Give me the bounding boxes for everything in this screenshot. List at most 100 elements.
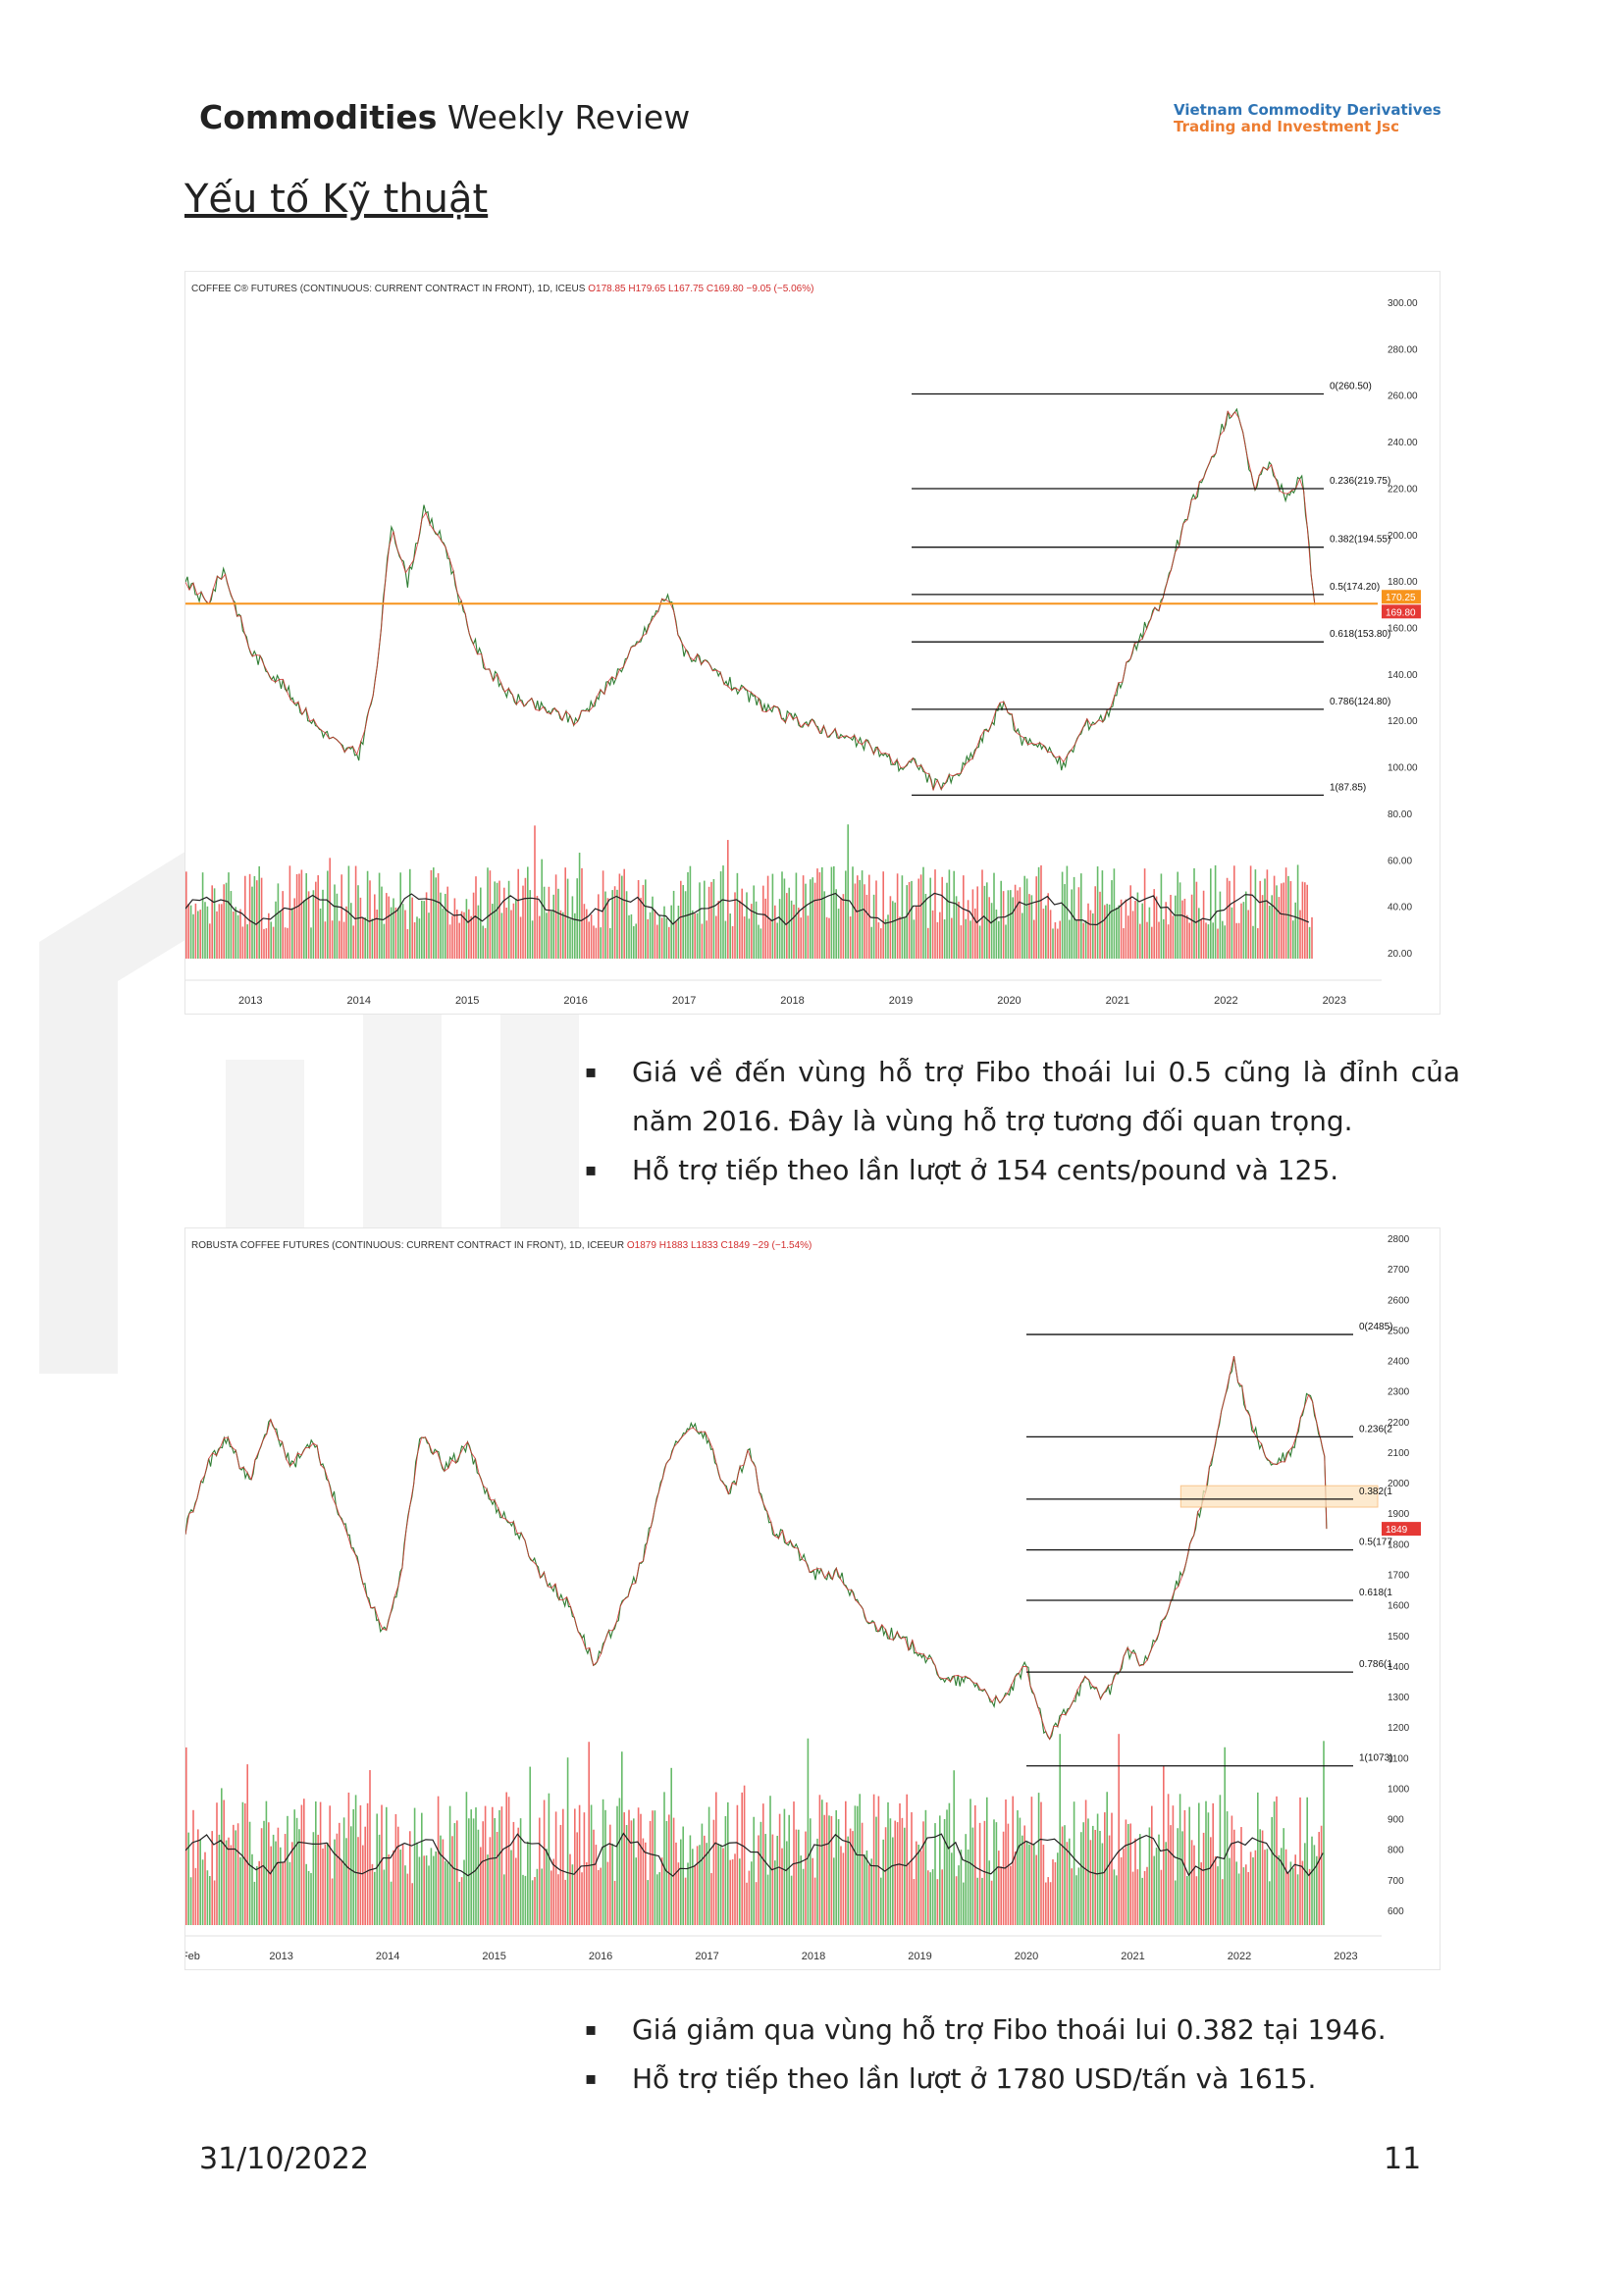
volume-bar xyxy=(583,904,586,959)
volume-bar xyxy=(536,1868,539,1925)
volume-bar xyxy=(1125,1819,1127,1925)
volume-bar xyxy=(845,1800,847,1925)
volume-bar xyxy=(1294,1854,1296,1925)
volume-bar xyxy=(635,923,637,959)
volume-bar xyxy=(1075,920,1077,959)
volume-bar xyxy=(307,891,310,959)
volume-bar xyxy=(576,878,578,959)
volume-bar xyxy=(621,875,623,959)
volume-bar xyxy=(448,1805,451,1925)
volume-bar xyxy=(342,1817,345,1925)
volume-bar xyxy=(630,913,633,959)
volume-bar xyxy=(433,1855,435,1925)
volume-bar xyxy=(1120,899,1123,959)
volume-bar xyxy=(1082,1822,1084,1925)
volume-bar xyxy=(854,1805,857,1925)
volume-bar xyxy=(1242,902,1245,959)
volume-bar xyxy=(1240,903,1242,959)
volume-bar xyxy=(704,1835,706,1925)
volume-bar xyxy=(899,916,901,959)
volume-bar xyxy=(1186,914,1188,959)
y-tick-label: 2200 xyxy=(1388,1418,1410,1429)
volume-bar xyxy=(192,913,194,959)
volume-bar xyxy=(1231,1815,1233,1925)
volume-bar xyxy=(359,897,362,959)
volume-bar xyxy=(1000,1866,1002,1925)
volume-bar xyxy=(635,1857,637,1925)
volume-bar xyxy=(345,1838,347,1925)
volume-bar xyxy=(828,1815,830,1925)
volume-bar xyxy=(557,888,559,959)
volume-bar xyxy=(609,1824,611,1925)
volume-bar xyxy=(990,903,993,959)
volume-bar xyxy=(586,909,588,959)
volume-bar xyxy=(1030,1797,1033,1925)
volume-bar xyxy=(983,1820,986,1925)
volume-bar xyxy=(287,927,288,959)
volume-bar xyxy=(1320,1825,1323,1925)
volume-bar xyxy=(755,1882,758,1925)
volume-bar xyxy=(1151,926,1153,959)
volume-bar xyxy=(868,1864,870,1925)
volume-bar xyxy=(724,920,727,959)
volume-bar xyxy=(445,1860,446,1925)
chart-svg: 2800 2700 2600 2500 2400 2300 2200 2100 2000 1900… xyxy=(185,1234,1421,1962)
x-tick-label: 2017 xyxy=(672,995,696,1007)
volume-bar xyxy=(600,927,602,959)
volume-bar xyxy=(699,882,701,959)
volume-bar xyxy=(197,1829,199,1925)
y-tick-label: 900 xyxy=(1388,1815,1404,1826)
volume-bar xyxy=(347,1792,350,1925)
volume-bar xyxy=(793,904,795,959)
x-tick-label: 2013 xyxy=(238,995,262,1007)
volume-bar xyxy=(830,1815,833,1925)
volume-bar xyxy=(908,881,911,959)
volume-bar xyxy=(911,1812,913,1925)
volume-bar xyxy=(362,917,364,959)
volume-bar xyxy=(451,1836,453,1925)
volume-bar xyxy=(512,903,515,959)
volume-bar xyxy=(221,904,223,959)
volume-bar xyxy=(470,1809,472,1925)
volume-bar xyxy=(244,875,246,959)
volume-bar xyxy=(766,1874,769,1925)
volume-bar xyxy=(336,893,339,959)
volume-bar xyxy=(339,1822,341,1925)
volume-bar xyxy=(1134,1838,1136,1925)
volume-bar xyxy=(1054,921,1057,959)
volume-bar xyxy=(1237,922,1240,959)
volume-bar xyxy=(602,870,604,959)
volume-bar xyxy=(917,878,919,959)
volume-bar xyxy=(941,876,943,959)
volume-bar xyxy=(1231,907,1233,959)
volume-bar xyxy=(1284,1849,1287,1925)
volume-bar xyxy=(1080,873,1082,959)
volume-bar xyxy=(225,1840,228,1925)
price-label: 169.80 xyxy=(1386,607,1416,618)
volume-bar xyxy=(341,1860,342,1925)
volume-bar xyxy=(381,886,383,959)
volume-bar xyxy=(433,867,435,959)
volume-bar xyxy=(731,925,734,959)
volume-bar xyxy=(833,865,835,959)
volume-bar xyxy=(1294,902,1296,959)
bullet-item: Giá giảm qua vùng hỗ trợ Fibo thoái lui … xyxy=(585,2006,1460,2055)
volume-bar xyxy=(288,1861,291,1925)
volume-bar xyxy=(228,1837,230,1925)
volume-bar xyxy=(411,897,413,959)
volume-bar xyxy=(522,885,524,959)
volume-bar xyxy=(1035,876,1037,959)
volume-bar xyxy=(204,902,206,959)
volume-bar xyxy=(976,1877,978,1925)
volume-bar xyxy=(421,900,423,959)
volume-bar xyxy=(362,1845,364,1925)
volume-bar xyxy=(870,926,872,959)
volume-bar xyxy=(1245,891,1247,959)
volume-bar xyxy=(736,872,739,959)
volume-bar xyxy=(647,1880,649,1925)
volume-bar xyxy=(352,1808,354,1925)
volume-bar xyxy=(1010,890,1012,959)
volume-bar xyxy=(480,887,482,959)
volume-bar xyxy=(604,1809,606,1925)
volume-bar xyxy=(566,878,569,959)
